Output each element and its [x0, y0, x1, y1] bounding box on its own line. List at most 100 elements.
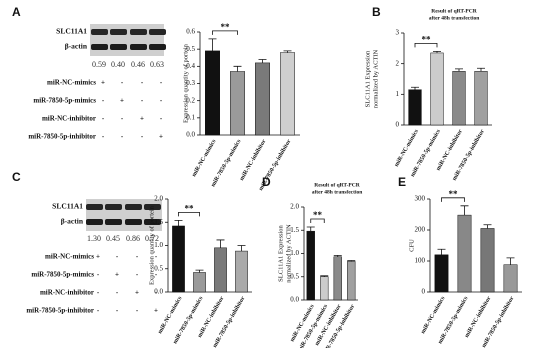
y-tick-label: 0.6 — [186, 28, 195, 36]
treatment-label: miR-7850-5p-mimics — [33, 97, 96, 105]
bar — [434, 254, 449, 293]
band-ratio: 1.30 — [87, 234, 101, 243]
treatment-sign: - — [97, 289, 100, 297]
treatment-sign: + — [101, 79, 105, 87]
y-tick-label: 200 — [415, 226, 426, 234]
y-tick-label: 0.1 — [186, 113, 195, 121]
treatment-sign: - — [160, 115, 163, 123]
y-tick-label: 0 — [422, 288, 426, 296]
significance-label: ** — [449, 189, 459, 199]
treatment-label: miR-7850-5p-inhibitor — [28, 133, 96, 141]
blot-band — [130, 29, 147, 35]
x-tick-label: miR-NC-mimics — [394, 128, 421, 168]
blot-label: β-actin — [61, 217, 84, 226]
bar — [474, 71, 488, 126]
blot-label: SLC11A1 — [52, 202, 83, 211]
error-bar — [320, 275, 329, 277]
bar — [235, 250, 248, 293]
blot-band — [105, 219, 122, 225]
treatment-sign: - — [102, 115, 105, 123]
blot-band — [86, 219, 103, 225]
error-bar — [433, 51, 441, 53]
y-tick-label: 0 — [396, 121, 400, 129]
error-bar — [306, 226, 315, 232]
y-axis-label: SLC11A1 Expression — [364, 50, 371, 107]
treatment-sign: + — [154, 307, 158, 315]
error-bar — [216, 239, 225, 248]
chart-subtitle: after 48h transfection — [312, 189, 363, 195]
bar — [280, 52, 295, 136]
treatment-sign: + — [96, 253, 100, 261]
treatment-label: miR-NC-inhibitor — [40, 289, 94, 297]
y-tick-label: 0.0 — [154, 288, 163, 296]
bar — [255, 62, 270, 136]
treatment-sign: + — [135, 289, 139, 297]
blot-image — [90, 24, 164, 56]
band-ratio: 0.46 — [131, 60, 145, 69]
y-tick-label: 1.0 — [290, 249, 299, 257]
significance-label: ** — [313, 210, 323, 220]
chart-title: Result of qRT-PCR — [314, 182, 360, 188]
significance-bracket — [414, 43, 438, 48]
treatment-label: miR-7850-5p-mimics — [31, 271, 94, 279]
error-bar — [483, 224, 492, 229]
bar — [457, 214, 472, 293]
error-bar — [195, 269, 204, 273]
treatment-sign: - — [116, 289, 119, 297]
y-tick-label: 2.0 — [290, 203, 299, 211]
treatment-label: miR-7850-5p-inhibitor — [26, 307, 94, 315]
bar — [306, 230, 315, 301]
blot-band — [125, 204, 142, 210]
band-ratio: 0.40 — [111, 60, 125, 69]
y-tick-label: 1.0 — [154, 241, 163, 249]
blot-band — [125, 219, 142, 225]
treatment-sign: - — [121, 115, 124, 123]
blot-band — [110, 29, 127, 35]
y-tick-label: 0.5 — [186, 45, 195, 53]
treatment-sign: - — [136, 253, 139, 261]
y-tick-label: 1 — [396, 90, 400, 98]
treatment-sign: - — [141, 79, 144, 87]
bar — [333, 256, 342, 301]
y-axis-label: CFU — [408, 239, 415, 252]
treatment-sign: - — [136, 307, 139, 315]
blot-label: SLC11A1 — [56, 27, 87, 36]
bar — [193, 272, 206, 293]
panel-letter: E — [398, 175, 406, 189]
y-tick-label: 100 — [415, 257, 426, 265]
y-tick-label: 0.0 — [290, 296, 299, 304]
error-bar — [411, 86, 419, 90]
treatment-sign: + — [120, 97, 124, 105]
treatment-sign: - — [155, 253, 158, 261]
bar — [205, 50, 220, 136]
treatment-sign: + — [140, 115, 144, 123]
treatment-sign: - — [116, 253, 119, 261]
blot-label: β-actin — [65, 42, 88, 51]
panel-letter: C — [12, 170, 21, 184]
y-tick-label: 0.3 — [186, 79, 195, 87]
bar — [503, 264, 518, 293]
y-tick-label: 1.5 — [154, 218, 163, 226]
significance-label: ** — [221, 22, 231, 32]
blot-band — [149, 29, 166, 35]
y-tick-label: 2.0 — [154, 195, 163, 203]
treatment-sign: - — [141, 133, 144, 141]
treatment-sign: - — [155, 271, 158, 279]
blot-band — [91, 29, 108, 35]
band-ratio: 0.86 — [126, 234, 140, 243]
significance-bracket — [212, 30, 238, 35]
bar — [347, 261, 356, 301]
y-tick-label: 2 — [396, 59, 400, 67]
blot-band — [149, 44, 166, 50]
blot-band — [130, 44, 147, 50]
significance-label: ** — [185, 203, 195, 213]
bar — [214, 247, 227, 293]
bar — [452, 71, 466, 126]
x-tick-label: miR-NC-mimics — [420, 295, 447, 335]
y-axis-label: Expression quantity of portein — [182, 43, 189, 123]
treatment-label: miR-NC-mimics — [45, 253, 94, 261]
chart-subtitle: after 48h transfection — [429, 15, 480, 21]
treatment-sign: - — [116, 307, 119, 315]
error-bar — [506, 257, 515, 265]
